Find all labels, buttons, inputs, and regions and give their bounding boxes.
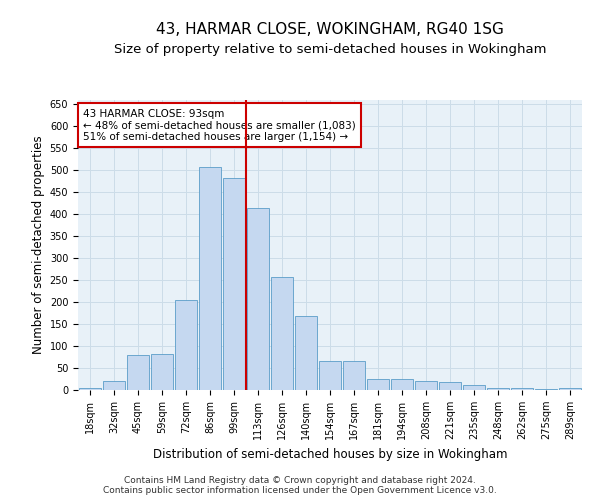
Bar — [319, 360, 341, 390]
Bar — [559, 388, 581, 390]
X-axis label: Distribution of semi-detached houses by size in Wokingham: Distribution of semi-detached houses by … — [153, 448, 507, 460]
Bar — [127, 355, 149, 390]
Bar — [463, 384, 485, 390]
Text: Contains HM Land Registry data © Crown copyright and database right 2024.
Contai: Contains HM Land Registry data © Crown c… — [103, 476, 497, 495]
Bar — [487, 388, 509, 390]
Bar — [199, 167, 221, 390]
Bar — [151, 354, 173, 390]
Bar — [271, 276, 293, 390]
Bar — [223, 178, 245, 390]
Bar — [511, 388, 533, 390]
Text: Size of property relative to semi-detached houses in Wokingham: Size of property relative to semi-detach… — [114, 42, 546, 56]
Bar — [247, 208, 269, 390]
Bar — [79, 388, 101, 390]
Bar — [535, 389, 557, 390]
Bar — [103, 381, 125, 390]
Text: 43 HARMAR CLOSE: 93sqm
← 48% of semi-detached houses are smaller (1,083)
51% of : 43 HARMAR CLOSE: 93sqm ← 48% of semi-det… — [83, 108, 356, 142]
Bar — [343, 360, 365, 390]
Bar — [391, 379, 413, 390]
Y-axis label: Number of semi-detached properties: Number of semi-detached properties — [32, 136, 46, 354]
Bar — [175, 300, 197, 390]
Bar — [415, 381, 437, 390]
Bar — [439, 382, 461, 390]
Text: 43, HARMAR CLOSE, WOKINGHAM, RG40 1SG: 43, HARMAR CLOSE, WOKINGHAM, RG40 1SG — [156, 22, 504, 38]
Bar — [367, 379, 389, 390]
Bar — [295, 316, 317, 390]
